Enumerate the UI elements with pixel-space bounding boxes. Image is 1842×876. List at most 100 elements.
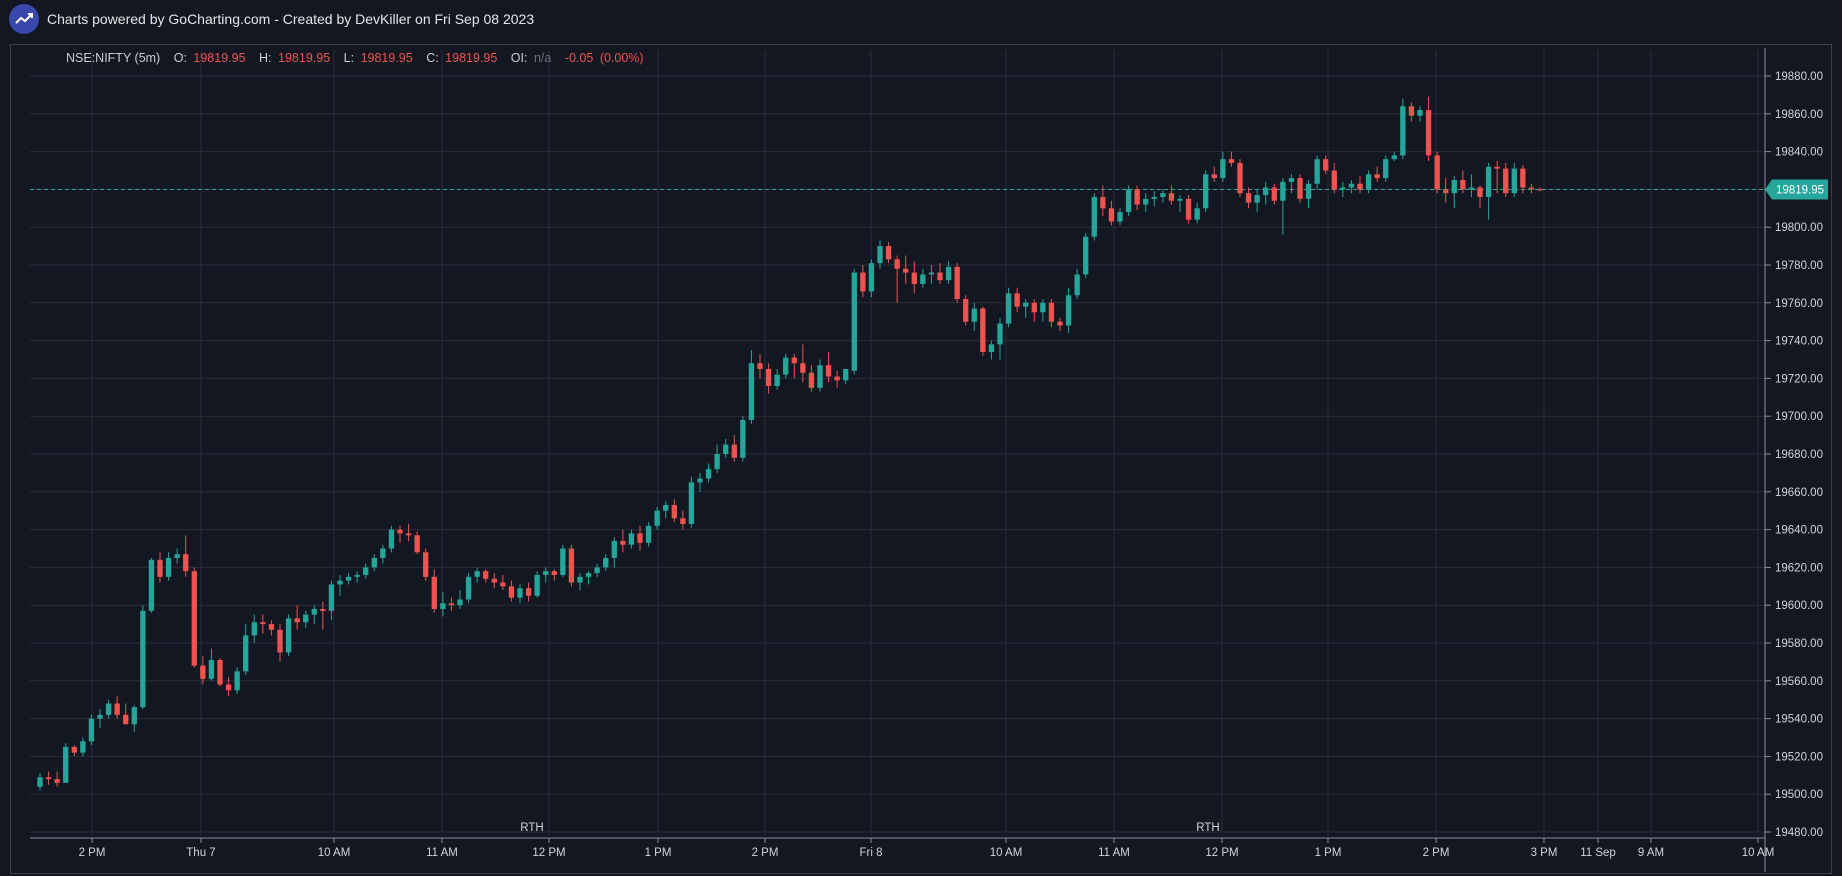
candle-body[interactable]: [517, 588, 523, 598]
candle-body[interactable]: [1211, 174, 1217, 179]
candle-body[interactable]: [568, 548, 575, 583]
candle-body[interactable]: [585, 573, 592, 577]
candle-body[interactable]: [1340, 187, 1346, 190]
candle-body[interactable]: [1511, 168, 1517, 194]
candle-body[interactable]: [723, 444, 729, 454]
candle-body[interactable]: [1528, 187, 1535, 190]
candle-body[interactable]: [260, 622, 266, 625]
candle-body[interactable]: [757, 363, 763, 369]
candle-body[interactable]: [277, 629, 283, 653]
candle-body[interactable]: [320, 608, 326, 611]
candle-body[interactable]: [54, 779, 60, 783]
candle-body[interactable]: [1374, 174, 1380, 179]
candle-body[interactable]: [465, 576, 472, 600]
candle-body[interactable]: [611, 540, 617, 558]
candle-body[interactable]: [380, 548, 386, 558]
candle-body[interactable]: [397, 529, 403, 534]
candle-body[interactable]: [500, 582, 506, 587]
candle-body[interactable]: [671, 505, 677, 519]
candle-body[interactable]: [997, 323, 1003, 345]
candle-body[interactable]: [483, 571, 489, 579]
candle-body[interactable]: [594, 567, 600, 574]
candle-body[interactable]: [680, 518, 686, 524]
candle-body[interactable]: [123, 714, 129, 725]
candle-body[interactable]: [285, 618, 292, 653]
candle-body[interactable]: [63, 746, 69, 783]
candle-body[interactable]: [868, 263, 875, 292]
candle-body[interactable]: [1297, 178, 1303, 199]
candle-body[interactable]: [1091, 196, 1097, 237]
candle-body[interactable]: [157, 559, 163, 577]
candle-body[interactable]: [508, 586, 515, 598]
candle-body[interactable]: [234, 671, 240, 691]
candle-body[interactable]: [740, 419, 746, 458]
candle-body[interactable]: [1314, 159, 1320, 184]
candle-body[interactable]: [971, 308, 977, 322]
candle-body[interactable]: [131, 707, 137, 725]
candle-body[interactable]: [337, 580, 343, 585]
candle-body[interactable]: [311, 608, 317, 615]
candle-body[interactable]: [1143, 198, 1149, 205]
candle-body[interactable]: [1460, 179, 1466, 190]
candle-body[interactable]: [414, 535, 420, 553]
candle-body[interactable]: [603, 557, 609, 568]
candle-body[interactable]: [903, 268, 909, 273]
candle-body[interactable]: [1014, 293, 1020, 307]
candle-body[interactable]: [825, 365, 832, 377]
candle-body[interactable]: [363, 567, 369, 575]
candle-body[interactable]: [525, 588, 532, 596]
candle-body[interactable]: [1177, 198, 1183, 201]
candle-body[interactable]: [71, 746, 77, 753]
candle-body[interactable]: [474, 571, 480, 577]
candle-body[interactable]: [1305, 183, 1312, 199]
chart-frame[interactable]: [10, 44, 1832, 874]
candle-body[interactable]: [1237, 162, 1243, 194]
candle-body[interactable]: [1228, 159, 1235, 163]
candle-body[interactable]: [225, 684, 232, 691]
candle-body[interactable]: [645, 525, 652, 543]
candle-body[interactable]: [1408, 106, 1415, 116]
candle-body[interactable]: [165, 557, 172, 577]
candle-body[interactable]: [1220, 159, 1226, 179]
candle-body[interactable]: [920, 274, 926, 284]
candle-body[interactable]: [937, 272, 943, 281]
candle-body[interactable]: [1280, 181, 1286, 201]
candle-body[interactable]: [405, 533, 412, 536]
candle-body[interactable]: [303, 614, 309, 623]
candle-body[interactable]: [354, 574, 360, 577]
candle-body[interactable]: [1185, 198, 1192, 220]
candle-body[interactable]: [1168, 193, 1175, 201]
candle-body[interactable]: [774, 374, 780, 386]
candle-body[interactable]: [834, 376, 840, 381]
candle-body[interactable]: [457, 599, 463, 606]
candle-body[interactable]: [328, 584, 335, 611]
candle-body[interactable]: [1323, 159, 1329, 171]
candle-body[interactable]: [1254, 195, 1260, 203]
candle-body[interactable]: [714, 454, 720, 470]
candle-body[interactable]: [1245, 193, 1252, 203]
candle-body[interactable]: [80, 741, 86, 753]
candle-body[interactable]: [388, 529, 395, 549]
candle-body[interactable]: [1425, 110, 1432, 156]
candle-body[interactable]: [88, 718, 95, 742]
candle-body[interactable]: [294, 618, 300, 623]
candle-body[interactable]: [1194, 208, 1200, 220]
candle-body[interactable]: [191, 571, 197, 666]
candle-body[interactable]: [628, 533, 635, 545]
candle-body[interactable]: [1057, 321, 1063, 326]
candle-body[interactable]: [1100, 196, 1106, 209]
candle-body[interactable]: [1331, 170, 1337, 190]
candle-body[interactable]: [1494, 166, 1500, 169]
candle-body[interactable]: [1288, 178, 1295, 182]
candle-body[interactable]: [688, 482, 695, 524]
candle-body[interactable]: [765, 368, 772, 386]
candle-body[interactable]: [620, 540, 626, 545]
candle-body[interactable]: [37, 777, 43, 787]
candle-body[interactable]: [45, 777, 52, 780]
candle-body[interactable]: [200, 665, 206, 679]
candle-body[interactable]: [243, 635, 249, 672]
candle-body[interactable]: [1074, 274, 1080, 296]
candle-body[interactable]: [860, 272, 866, 292]
candle-body[interactable]: [1503, 168, 1509, 194]
candle-body[interactable]: [1203, 174, 1209, 209]
